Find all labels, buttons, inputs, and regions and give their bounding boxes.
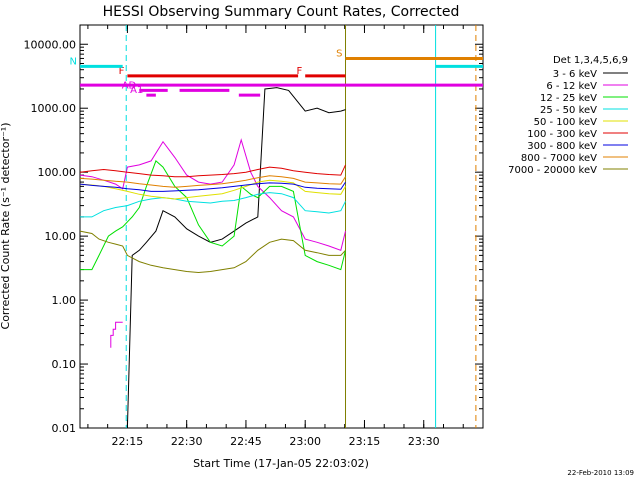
series-line — [79, 164, 346, 178]
y-tick-label: 1000.00 — [31, 102, 77, 115]
series-line — [80, 192, 346, 218]
legend-header: Det 1,3,4,5,6,9 — [553, 55, 628, 66]
y-tick-label: 100.00 — [38, 166, 77, 179]
legend-item-label: 300 - 800 keV — [527, 141, 597, 152]
chart-title: HESSI Observing Summary Count Rates, Cor… — [103, 4, 460, 20]
legend-item-label: 100 - 300 keV — [527, 129, 597, 140]
flag-label: AD — [122, 80, 137, 91]
x-tick-label: 22:45 — [230, 435, 262, 448]
legend-item-label: 3 - 6 keV — [553, 69, 597, 80]
x-tick-label: 22:30 — [171, 435, 203, 448]
flag-label: N — [70, 56, 77, 67]
legend-item-label: 6 - 12 keV — [546, 81, 597, 92]
series-line — [79, 138, 346, 251]
y-axis-label: Corrected Count Rate (s⁻¹ detector⁻¹) — [0, 123, 12, 330]
flag-label: F — [119, 66, 125, 77]
legend-item-label: 800 - 7000 keV — [521, 153, 597, 164]
series-line — [80, 160, 346, 271]
x-tick-label: 23:00 — [289, 435, 321, 448]
flag-label: F — [296, 66, 302, 77]
x-tick-label: 23:30 — [408, 435, 440, 448]
x-tick-label: 23:15 — [349, 435, 381, 448]
y-tick-label: 10.00 — [45, 230, 77, 243]
y-axis: 0.01 0.10 1.00 10.00 100.00 1000.00 10000.00 — [24, 24, 483, 435]
plot-frame — [79, 24, 484, 429]
y-tick-label: 10000.00 — [24, 38, 77, 51]
x-axis-label: Start Time (17-Jan-05 22:03:02) — [193, 457, 369, 470]
legend-item-label: 7000 - 20000 keV — [508, 165, 597, 176]
legend-item-label: 50 - 100 keV — [534, 117, 598, 128]
y-tick-label: 0.01 — [52, 422, 77, 435]
x-tick-label: 22:15 — [112, 435, 144, 448]
series-line — [79, 181, 346, 192]
vertical-markers — [125, 25, 477, 428]
series-line — [79, 230, 346, 274]
x-axis: 22:15 22:30 22:45 23:00 23:15 23:30 — [87, 25, 484, 448]
flag-label: A1 — [130, 85, 143, 96]
series-line — [79, 179, 346, 200]
series-line — [79, 175, 346, 188]
y-tick-label: 0.10 — [52, 358, 77, 371]
date-stamp: 22-Feb-2010 13:09 — [567, 469, 634, 477]
legend-item-label: 12 - 25 keV — [540, 93, 597, 104]
series-line — [126, 87, 346, 429]
y-tick-label: 1.00 — [52, 294, 77, 307]
legend-item-label: 25 - 50 keV — [540, 105, 597, 116]
series-lines — [79, 87, 346, 429]
series-line — [110, 321, 123, 348]
flag-label: S — [336, 48, 342, 59]
